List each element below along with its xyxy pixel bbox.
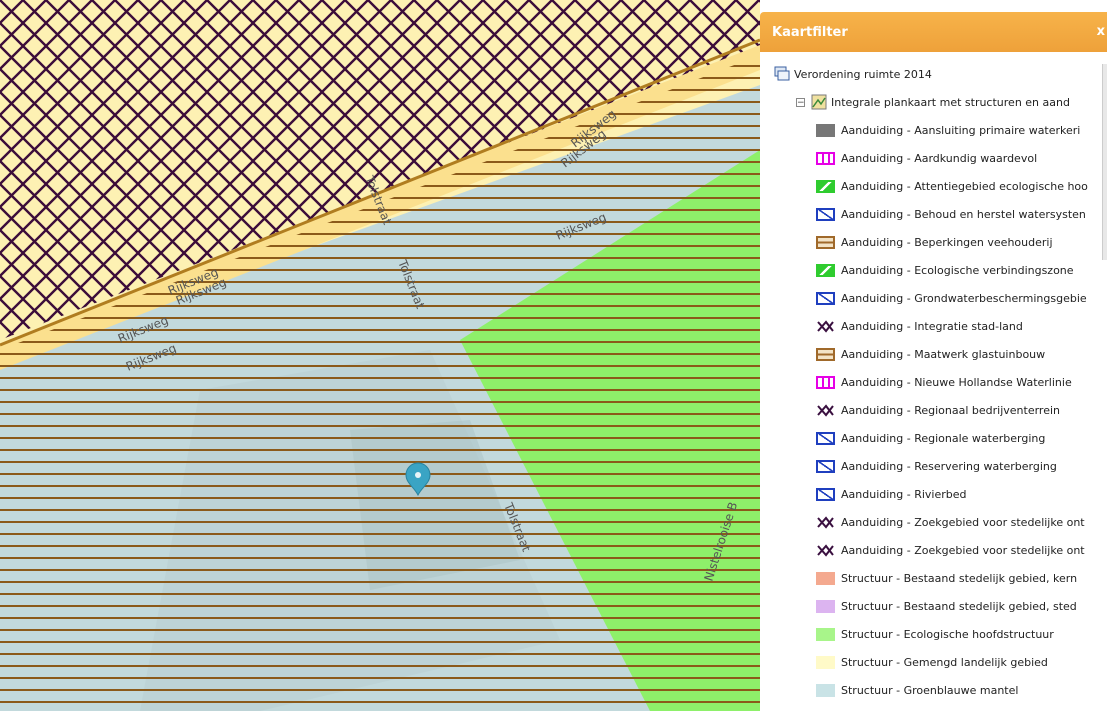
- legend-item[interactable]: Aanduiding - Regionaal bedrijventerrein: [760, 396, 1107, 424]
- legend-item[interactable]: Structuur - Ecologische hoofdstructuur: [760, 620, 1107, 648]
- legend-item-label: Aanduiding - Beperkingen veehouderij: [841, 235, 1053, 249]
- panel-header: Kaartfilter x: [760, 12, 1107, 52]
- legend-item-label: Aanduiding - Grondwaterbeschermingsgebie: [841, 291, 1087, 305]
- legend-item[interactable]: Aanduiding - Ecologische verbindingszone: [760, 256, 1107, 284]
- legend-swatch-icon: [816, 375, 835, 389]
- tree-node-subgroup[interactable]: − Integrale plankaart met structuren en …: [760, 88, 1107, 116]
- legend-item-label: Aanduiding - Attentiegebied ecologische …: [841, 179, 1088, 193]
- legend-item[interactable]: Aanduiding - Behoud en herstel watersyst…: [760, 200, 1107, 228]
- legend-item[interactable]: Aanduiding - Zoekgebied voor stedelijke …: [760, 508, 1107, 536]
- map-layer-icon: [811, 94, 827, 110]
- legend-swatch-icon: [816, 123, 835, 137]
- legend-item-label: Aanduiding - Nieuwe Hollandse Waterlinie: [841, 375, 1072, 389]
- legend-swatch-icon: [816, 207, 835, 221]
- legend-item[interactable]: Aanduiding - Aardkundig waardevol: [760, 144, 1107, 172]
- legend-swatch-icon: [816, 403, 835, 417]
- legend-item-label: Aanduiding - Integratie stad-land: [841, 319, 1023, 333]
- road-rijksweg-line: [0, 38, 760, 347]
- legend-swatch-icon: [816, 543, 835, 557]
- legend-item-label: Structuur - Bestaand stedelijk gebied, s…: [841, 599, 1077, 613]
- legend-swatch-icon: [816, 151, 835, 165]
- area-beperkingen-veehouderij: [0, 55, 760, 711]
- legend-swatch-icon: [816, 487, 835, 501]
- legend-list: Aanduiding - Aansluiting primaire waterk…: [760, 116, 1107, 704]
- legend-swatch-icon: [816, 291, 835, 305]
- legend-swatch-icon: [816, 319, 835, 333]
- legend-item-label: Aanduiding - Aansluiting primaire waterk…: [841, 123, 1081, 137]
- legend-swatch-icon: [816, 683, 835, 697]
- kaartfilter-panel: Kaartfilter x Verordening ruimte 2014 − …: [760, 12, 1107, 711]
- legend-item[interactable]: Aanduiding - Nieuwe Hollandse Waterlinie: [760, 368, 1107, 396]
- legend-swatch-icon: [816, 515, 835, 529]
- legend-swatch-icon: [816, 431, 835, 445]
- legend-swatch-icon: [816, 179, 835, 193]
- close-icon[interactable]: x: [1096, 24, 1105, 39]
- legend-swatch-icon: [816, 655, 835, 669]
- legend-item-label: Aanduiding - Rivierbed: [841, 487, 967, 501]
- area-integratie-crosshatch: [0, 0, 760, 340]
- legend-item[interactable]: Aanduiding - Rivierbed: [760, 480, 1107, 508]
- legend-swatch-icon: [816, 263, 835, 277]
- legend-item[interactable]: Aanduiding - Zoekgebied voor stedelijke …: [760, 536, 1107, 564]
- location-marker-icon[interactable]: [405, 462, 431, 497]
- legend-item-label: Aanduiding - Maatwerk glastuinbouw: [841, 347, 1046, 361]
- legend-item[interactable]: Structuur - Gemengd landelijk gebied: [760, 648, 1107, 676]
- map-view[interactable]: Rijksweg Rijksweg Rijksweg Rijksweg Rijk…: [0, 0, 760, 711]
- layer-tree: Verordening ruimte 2014 − Integrale plan…: [760, 52, 1107, 704]
- legend-swatch-icon: [816, 235, 835, 249]
- tree-node-root[interactable]: Verordening ruimte 2014: [760, 60, 1107, 88]
- legend-item-label: Structuur - Gemengd landelijk gebied: [841, 655, 1048, 669]
- legend-swatch-icon: [816, 627, 835, 641]
- legend-item-label: Structuur - Ecologische hoofdstructuur: [841, 627, 1054, 641]
- tree-node-label: Verordening ruimte 2014: [794, 67, 932, 81]
- map-canvas[interactable]: Rijksweg Rijksweg Rijksweg Rijksweg Rijk…: [0, 0, 760, 711]
- legend-swatch-icon: [816, 347, 835, 361]
- legend-item-label: Aanduiding - Zoekgebied voor stedelijke …: [841, 515, 1085, 529]
- legend-item[interactable]: Aanduiding - Attentiegebied ecologische …: [760, 172, 1107, 200]
- legend-swatch-icon: [816, 599, 835, 613]
- legend-item[interactable]: Aanduiding - Reservering waterberging: [760, 452, 1107, 480]
- legend-item[interactable]: Structuur - Bestaand stedelijk gebied, k…: [760, 564, 1107, 592]
- collapse-toggle-icon[interactable]: −: [796, 97, 805, 108]
- legend-item[interactable]: Aanduiding - Maatwerk glastuinbouw: [760, 340, 1107, 368]
- legend-item[interactable]: Structuur - Bestaand stedelijk gebied, s…: [760, 592, 1107, 620]
- legend-item[interactable]: Structuur - Groenblauwe mantel: [760, 676, 1107, 704]
- legend-item-label: Structuur - Groenblauwe mantel: [841, 683, 1019, 697]
- legend-item-label: Aanduiding - Reservering waterberging: [841, 459, 1057, 473]
- legend-item-label: Aanduiding - Aardkundig waardevol: [841, 151, 1038, 165]
- tree-node-label: Integrale plankaart met structuren en aa…: [831, 95, 1070, 109]
- legend-item-label: Aanduiding - Regionaal bedrijventerrein: [841, 403, 1060, 417]
- panel-title: Kaartfilter: [772, 24, 848, 40]
- legend-item-label: Structuur - Bestaand stedelijk gebied, k…: [841, 571, 1078, 585]
- legend-item[interactable]: Aanduiding - Regionale waterberging: [760, 424, 1107, 452]
- legend-item[interactable]: Aanduiding - Aansluiting primaire waterk…: [760, 116, 1107, 144]
- legend-item-label: Aanduiding - Regionale waterberging: [841, 431, 1046, 445]
- legend-item[interactable]: Aanduiding - Integratie stad-land: [760, 312, 1107, 340]
- legend-item[interactable]: Aanduiding - Beperkingen veehouderij: [760, 228, 1107, 256]
- legend-item[interactable]: Aanduiding - Grondwaterbeschermingsgebie: [760, 284, 1107, 312]
- legend-swatch-icon: [816, 459, 835, 473]
- legend-item-label: Aanduiding - Behoud en herstel watersyst…: [841, 207, 1086, 221]
- legend-item-label: Aanduiding - Zoekgebied voor stedelijke …: [841, 543, 1085, 557]
- scrollbar[interactable]: [1102, 64, 1107, 260]
- layers-icon: [774, 66, 790, 81]
- legend-item-label: Aanduiding - Ecologische verbindingszone: [841, 263, 1074, 277]
- legend-swatch-icon: [816, 571, 835, 585]
